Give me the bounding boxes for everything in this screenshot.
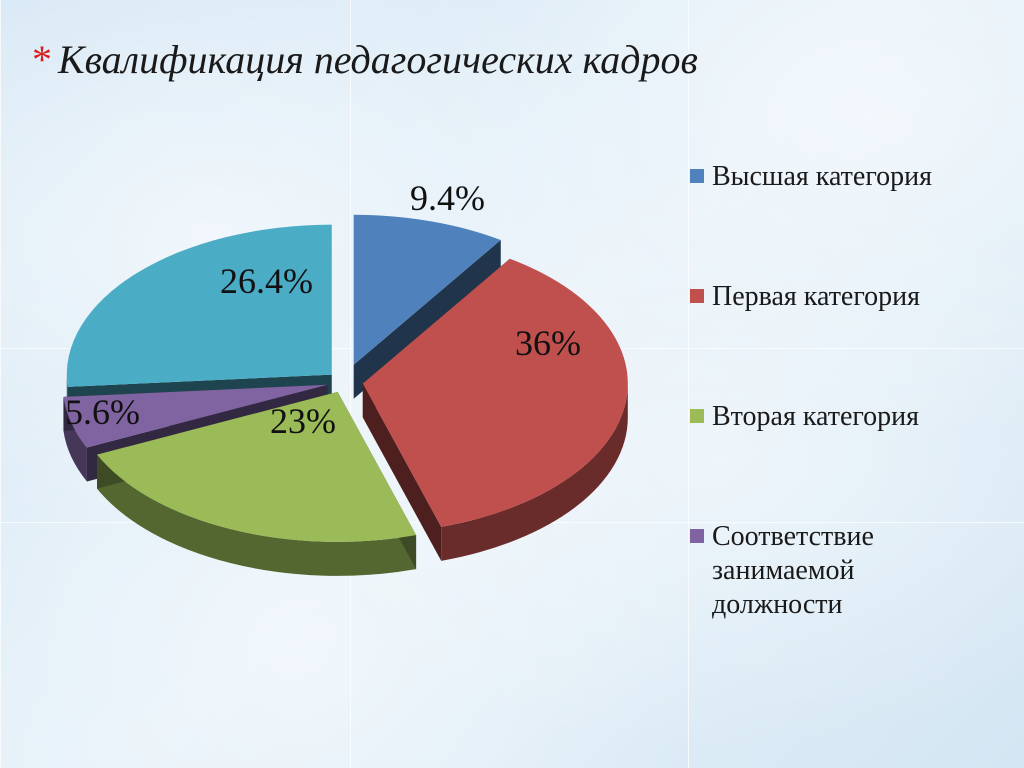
pie-slice-side	[441, 383, 628, 561]
pie-data-label: 26.4%	[220, 261, 313, 301]
legend-swatch	[690, 169, 704, 183]
pie-data-label: 9.4%	[410, 178, 485, 218]
legend-label: Соответствие занимаемой должности	[712, 521, 874, 620]
legend-label: Высшая категория	[712, 161, 932, 192]
legend-swatch	[690, 409, 704, 423]
pie-slice	[362, 258, 628, 561]
legend-swatch	[690, 529, 704, 543]
pie-slice-wall	[353, 239, 501, 399]
legend-swatch	[690, 289, 704, 303]
legend-label: Вторая категория	[712, 401, 920, 432]
legend-item: Первая категория	[690, 280, 982, 314]
pie-data-label: 36%	[515, 323, 581, 363]
pie-slice-top	[66, 224, 332, 387]
pie-slice-wall	[362, 383, 442, 561]
pie-slice	[353, 214, 501, 399]
grid-line	[350, 0, 351, 768]
legend-item: Соответствие занимаемой должности	[690, 520, 982, 622]
title-bullet: *	[32, 37, 52, 82]
pie-slice-top	[353, 214, 501, 365]
pie-data-label: 23%	[270, 401, 336, 441]
legend-item: Вторая категория	[690, 400, 982, 434]
pie-slice-top	[63, 384, 328, 448]
title-text: Квалификация педагогических кадров	[58, 37, 698, 82]
legend-item: Высшая категория	[690, 160, 982, 194]
grid-line	[688, 0, 689, 768]
pie-slice-top	[362, 258, 628, 527]
pie-slice-side	[63, 396, 87, 482]
slide-title: * Квалификация педагогических кадров	[32, 36, 698, 83]
pie-slice-side	[96, 454, 417, 576]
pie-slice	[96, 391, 417, 576]
grid-line	[0, 0, 1, 768]
pie-slice-top	[96, 391, 417, 542]
pie-data-label: 5.6%	[65, 392, 140, 432]
legend-label: Первая категория	[712, 281, 921, 312]
